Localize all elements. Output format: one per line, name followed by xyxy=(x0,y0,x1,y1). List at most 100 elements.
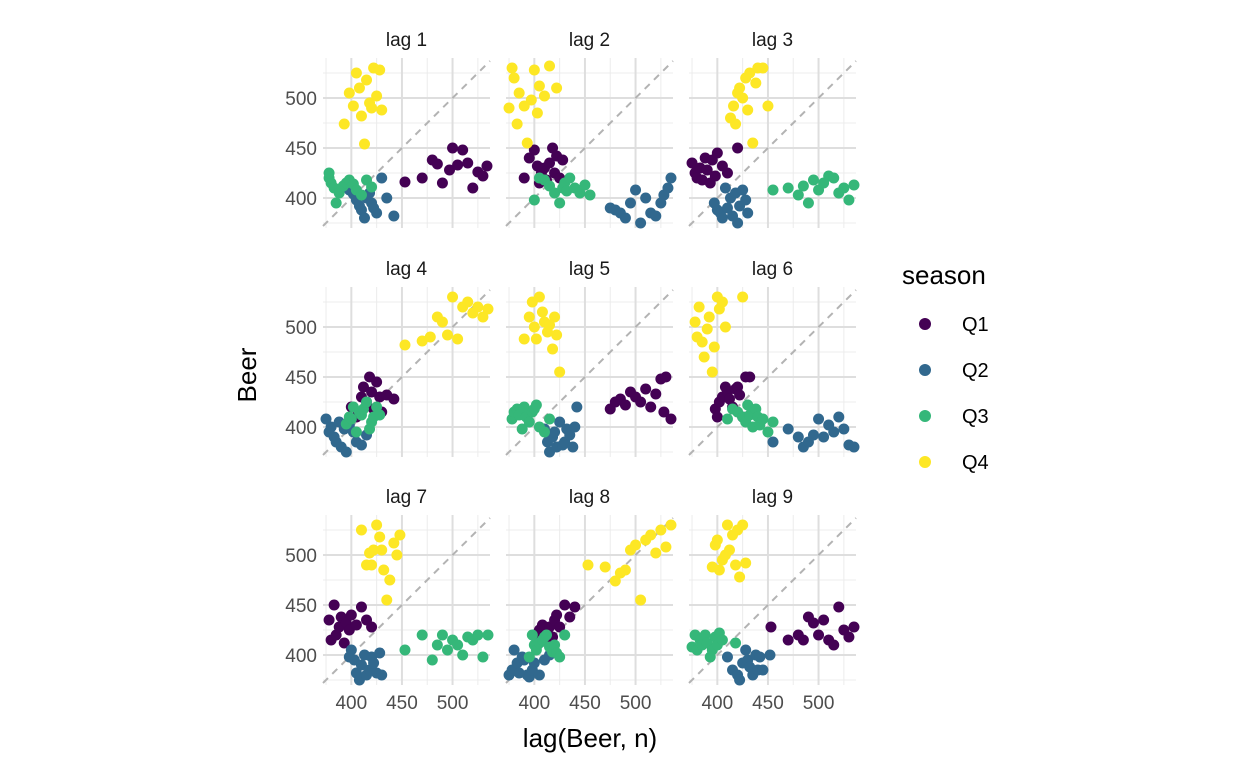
data-point-q3 xyxy=(584,189,596,201)
data-point-q2 xyxy=(807,429,819,441)
x-tick-label: 500 xyxy=(620,693,652,714)
y-tick-label: 450 xyxy=(285,368,317,389)
x-tick-label: 500 xyxy=(803,693,835,714)
x-axis-label: lag(Beer, n) xyxy=(523,723,657,753)
data-point-q3 xyxy=(767,416,779,428)
data-point-q3 xyxy=(477,651,489,663)
data-point-q2 xyxy=(355,659,367,671)
legend-title: season xyxy=(902,260,986,290)
data-point-q1 xyxy=(640,383,652,395)
data-point-q1 xyxy=(477,170,489,182)
data-point-q4 xyxy=(728,100,740,112)
data-point-q2 xyxy=(757,664,769,676)
data-point-q4 xyxy=(424,331,436,343)
data-point-q1 xyxy=(843,631,855,643)
data-point-q1 xyxy=(350,619,362,631)
data-point-q4 xyxy=(713,564,725,576)
data-point-q1 xyxy=(457,144,469,156)
data-point-q3 xyxy=(526,629,538,641)
data-point-q4 xyxy=(528,321,540,333)
data-point-q2 xyxy=(388,210,400,222)
data-point-q4 xyxy=(355,110,367,122)
data-point-q4 xyxy=(645,529,657,541)
data-point-q1 xyxy=(833,601,845,613)
data-point-q2 xyxy=(376,669,388,681)
data-point-q1 xyxy=(828,639,840,651)
data-point-q3 xyxy=(579,179,591,191)
data-point-q2 xyxy=(818,431,830,443)
legend-key-q1 xyxy=(919,318,931,330)
data-point-q3 xyxy=(361,396,373,408)
data-point-q1 xyxy=(399,176,411,188)
data-point-q4 xyxy=(376,104,388,116)
data-point-q4 xyxy=(723,544,735,556)
data-point-q1 xyxy=(366,621,378,633)
data-point-q4 xyxy=(737,92,749,104)
data-point-q4 xyxy=(355,524,367,536)
data-point-q4 xyxy=(750,77,762,89)
y-axis-label: Beer xyxy=(232,347,262,402)
data-point-q3 xyxy=(802,197,814,209)
data-point-q2 xyxy=(368,657,380,669)
data-point-q4 xyxy=(374,64,386,76)
data-point-q4 xyxy=(747,137,759,149)
data-point-q3 xyxy=(828,172,840,184)
data-point-q1 xyxy=(658,406,670,418)
data-point-q4 xyxy=(366,559,378,571)
data-point-q4 xyxy=(381,594,393,606)
facet-label: lag 6 xyxy=(752,259,793,280)
data-point-q4 xyxy=(734,82,746,94)
data-point-q3 xyxy=(843,194,855,206)
data-point-q3 xyxy=(482,629,494,641)
data-point-q1 xyxy=(462,157,474,169)
y-tick-label: 500 xyxy=(285,546,317,567)
data-point-q1 xyxy=(797,634,809,646)
data-point-q3 xyxy=(721,413,733,425)
data-point-q4 xyxy=(551,82,563,94)
legend-label: Q3 xyxy=(962,406,989,428)
data-point-q2 xyxy=(732,217,744,229)
data-point-q4 xyxy=(391,549,403,561)
data-point-q3 xyxy=(564,172,576,184)
data-point-q4 xyxy=(533,80,545,92)
data-point-q4 xyxy=(551,329,563,341)
facet-label: lag 9 xyxy=(752,487,793,508)
data-point-q3 xyxy=(523,416,535,428)
x-tick-label: 400 xyxy=(518,693,550,714)
facet-panel xyxy=(688,287,860,457)
data-point-q4 xyxy=(703,311,715,323)
data-point-q4 xyxy=(582,559,594,571)
data-point-q2 xyxy=(376,172,388,184)
data-point-q2 xyxy=(533,669,545,681)
data-point-q3 xyxy=(848,179,860,191)
data-point-q2 xyxy=(619,212,631,224)
data-point-q1 xyxy=(665,413,677,425)
data-point-q4 xyxy=(708,341,720,353)
data-point-q4 xyxy=(358,138,370,150)
data-point-q2 xyxy=(650,210,662,222)
data-point-q3 xyxy=(838,182,850,194)
y-tick-label: 400 xyxy=(285,189,317,210)
data-point-q4 xyxy=(706,366,718,378)
facet-label: lag 1 xyxy=(386,30,427,51)
legend-key-q2 xyxy=(919,364,931,376)
data-point-q1 xyxy=(371,376,383,388)
data-point-q2 xyxy=(764,649,776,661)
data-point-q2 xyxy=(549,426,561,438)
data-point-q2 xyxy=(828,426,840,438)
data-point-q2 xyxy=(838,423,850,435)
facet-panel xyxy=(503,515,677,685)
data-point-q4 xyxy=(472,301,484,313)
data-point-q2 xyxy=(567,441,579,453)
data-point-q3 xyxy=(792,189,804,201)
data-point-q2 xyxy=(508,644,520,656)
data-point-q4 xyxy=(361,74,373,86)
data-point-q1 xyxy=(734,389,746,401)
data-point-q2 xyxy=(833,411,845,423)
data-point-q4 xyxy=(701,323,713,335)
data-point-q4 xyxy=(518,333,530,345)
data-point-q1 xyxy=(732,142,744,154)
data-point-q1 xyxy=(523,152,535,164)
data-point-q3 xyxy=(472,629,484,641)
